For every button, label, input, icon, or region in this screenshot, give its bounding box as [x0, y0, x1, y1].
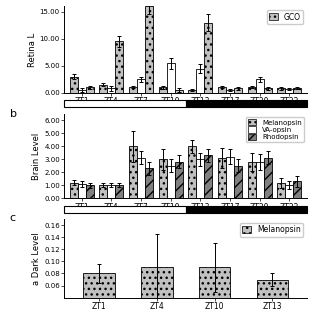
Bar [86, 87, 94, 93]
Legend: Melanopsin: Melanopsin [240, 223, 303, 236]
Bar [256, 79, 264, 93]
Text: b: b [10, 109, 17, 119]
Bar [188, 90, 196, 93]
Bar [186, 100, 307, 107]
Bar [141, 268, 172, 320]
Bar [137, 158, 145, 198]
Bar [285, 89, 293, 93]
Bar [226, 90, 234, 93]
Bar [188, 146, 196, 198]
Bar [256, 162, 264, 198]
Y-axis label: Retina L: Retina L [28, 33, 37, 67]
Bar [108, 185, 116, 198]
Bar [159, 87, 167, 93]
Bar [64, 100, 186, 107]
Bar [83, 274, 115, 320]
Y-axis label: a Dark Level: a Dark Level [32, 232, 41, 285]
Bar [196, 159, 204, 198]
Bar [167, 63, 175, 93]
Bar [293, 88, 301, 93]
Bar [264, 158, 272, 198]
Bar [234, 88, 242, 93]
Bar [145, 168, 153, 198]
Bar [277, 88, 285, 93]
Bar [277, 183, 285, 198]
Bar [204, 23, 212, 93]
Bar [137, 79, 145, 93]
Bar [64, 206, 186, 213]
Bar [70, 76, 78, 93]
Bar [129, 146, 137, 198]
Bar [234, 166, 242, 198]
Bar [248, 162, 256, 198]
Bar [129, 87, 137, 93]
Bar [167, 166, 175, 198]
Bar [86, 185, 94, 198]
Bar [264, 88, 272, 93]
Bar [199, 268, 230, 320]
Y-axis label: Brain Level: Brain Level [32, 132, 41, 180]
Bar [70, 183, 78, 198]
Bar [175, 90, 183, 93]
Bar [186, 206, 307, 213]
Bar [175, 162, 183, 198]
Bar [100, 85, 108, 93]
Bar [116, 185, 124, 198]
Text: c: c [10, 213, 16, 223]
Bar [159, 159, 167, 198]
Bar [196, 68, 204, 93]
Bar [145, 6, 153, 93]
Bar [285, 185, 293, 198]
Legend: GCO: GCO [267, 10, 303, 24]
Bar [78, 184, 86, 198]
Bar [218, 87, 226, 93]
Bar [116, 42, 124, 93]
Bar [204, 155, 212, 198]
Bar [226, 157, 234, 198]
Bar [293, 181, 301, 198]
Bar [218, 158, 226, 198]
Bar [78, 90, 86, 93]
Legend: Melanopsin, VA-opsin, Rhodopsin: Melanopsin, VA-opsin, Rhodopsin [246, 117, 304, 142]
Bar [248, 87, 256, 93]
Bar [108, 88, 116, 93]
Bar [100, 185, 108, 198]
Bar [257, 279, 288, 320]
